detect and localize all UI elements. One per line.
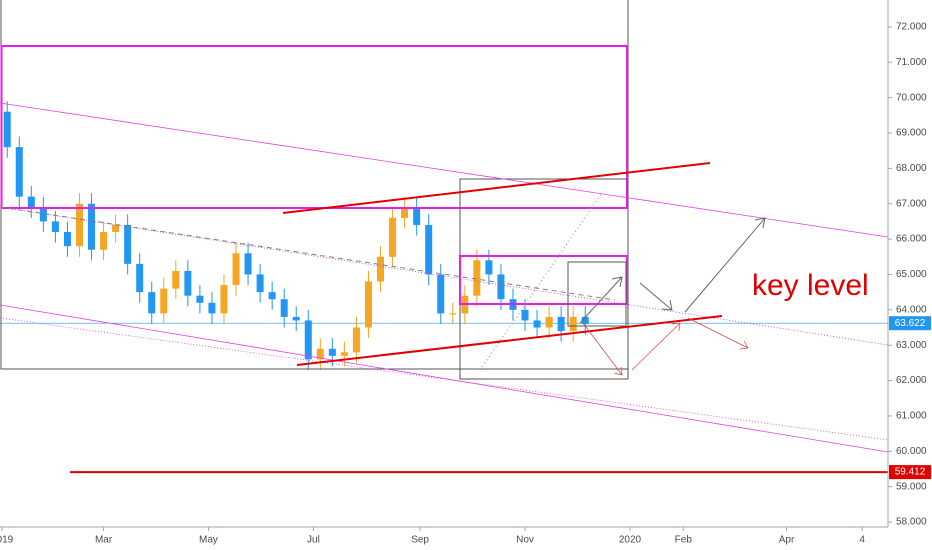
candle-body	[569, 316, 577, 332]
candle-body	[184, 270, 192, 296]
price-label: 59.412	[895, 467, 926, 478]
arrow	[639, 282, 673, 311]
y-tick-label: 66.000	[896, 234, 927, 245]
candle-body	[268, 292, 276, 300]
candle-body	[244, 253, 252, 275]
candle-body	[340, 352, 348, 356]
x-tick-label: 4	[859, 535, 865, 546]
magenta-box	[459, 255, 628, 305]
y-tick-label: 60.000	[896, 446, 927, 457]
candle-body	[51, 221, 59, 233]
candle-body	[581, 316, 589, 324]
candle-body	[196, 295, 204, 303]
candle-body	[220, 285, 228, 314]
y-tick-label: 59.000	[896, 481, 927, 492]
candle-body	[172, 270, 180, 289]
y-tick-label: 71.000	[896, 57, 927, 68]
x-tick-label: 2020	[619, 535, 642, 546]
x-tick-label: Jul	[307, 535, 320, 546]
y-tick-label: 61.000	[896, 411, 927, 422]
candle-body	[521, 309, 529, 321]
y-tick-label: 62.000	[896, 375, 927, 386]
candle-body	[15, 147, 23, 197]
candle-body	[88, 203, 96, 250]
candle-body	[473, 260, 481, 296]
candle-body	[256, 274, 264, 293]
candle-body	[352, 327, 360, 353]
x-tick-label: Feb	[675, 535, 693, 546]
candle-body	[401, 207, 409, 218]
arrow	[687, 317, 749, 350]
y-tick-label: 63.000	[896, 340, 927, 351]
y-tick-label: 69.000	[896, 128, 927, 139]
price-label-box	[889, 465, 931, 480]
gray-box	[567, 261, 627, 327]
trend-line	[0, 206, 616, 301]
x-tick-label: May	[199, 535, 218, 546]
red-line	[282, 162, 711, 214]
x-tick-label: Mar	[95, 535, 113, 546]
y-tick-label: 67.000	[896, 198, 927, 209]
candle-body	[304, 320, 312, 360]
candle-body	[437, 274, 445, 314]
channel-line	[0, 304, 889, 453]
candle-body	[328, 348, 336, 356]
candle-body	[413, 207, 421, 225]
candle-body	[316, 348, 324, 360]
candle-body	[39, 207, 47, 222]
x-tick-label: Apr	[779, 535, 795, 546]
candle-body	[280, 299, 288, 317]
candle-body	[485, 260, 493, 275]
channel-line	[0, 102, 889, 238]
candle-body	[3, 111, 11, 148]
x-tick-label: Nov	[516, 535, 534, 546]
candle-body	[425, 224, 433, 275]
candle-body	[63, 232, 71, 247]
y-tick-label: 70.000	[896, 92, 927, 103]
candle-body	[148, 292, 156, 314]
candle-body	[124, 224, 132, 264]
candle-body	[292, 316, 300, 321]
candle-body	[557, 316, 565, 332]
candle-body	[75, 203, 83, 247]
candle-body	[112, 224, 120, 233]
arrow	[631, 322, 681, 371]
arrow	[582, 322, 623, 376]
arrow	[579, 276, 623, 324]
annotation: key level	[752, 269, 869, 302]
candle-body	[389, 217, 397, 257]
price-label-box	[889, 316, 931, 331]
candle-body	[27, 196, 35, 208]
red-line	[296, 315, 723, 366]
y-tick-label: 68.000	[896, 163, 927, 174]
candle-body	[497, 274, 505, 300]
price-label: 63.622	[895, 318, 926, 329]
x-tick-label: Sep	[411, 535, 429, 546]
magenta-box	[0, 45, 628, 209]
candle-body	[377, 256, 385, 282]
x-tick-label: 2019	[0, 535, 14, 546]
y-tick-label: 58.000	[896, 517, 927, 528]
candle-body	[533, 320, 541, 328]
candle-body	[449, 313, 457, 315]
y-tick-label: 64.000	[896, 304, 927, 315]
candle-body	[232, 253, 240, 286]
y-tick-label: 72.000	[896, 22, 927, 33]
candle-body	[160, 288, 168, 314]
arrow	[684, 217, 766, 313]
candle-body	[545, 316, 553, 328]
drawings	[0, 0, 889, 453]
candle-body	[136, 263, 144, 293]
plot-layer	[0, 26, 892, 531]
candle-body	[100, 232, 108, 250]
candle-body	[364, 281, 372, 328]
candle-body	[208, 302, 216, 314]
y-tick-label: 65.000	[896, 269, 927, 280]
